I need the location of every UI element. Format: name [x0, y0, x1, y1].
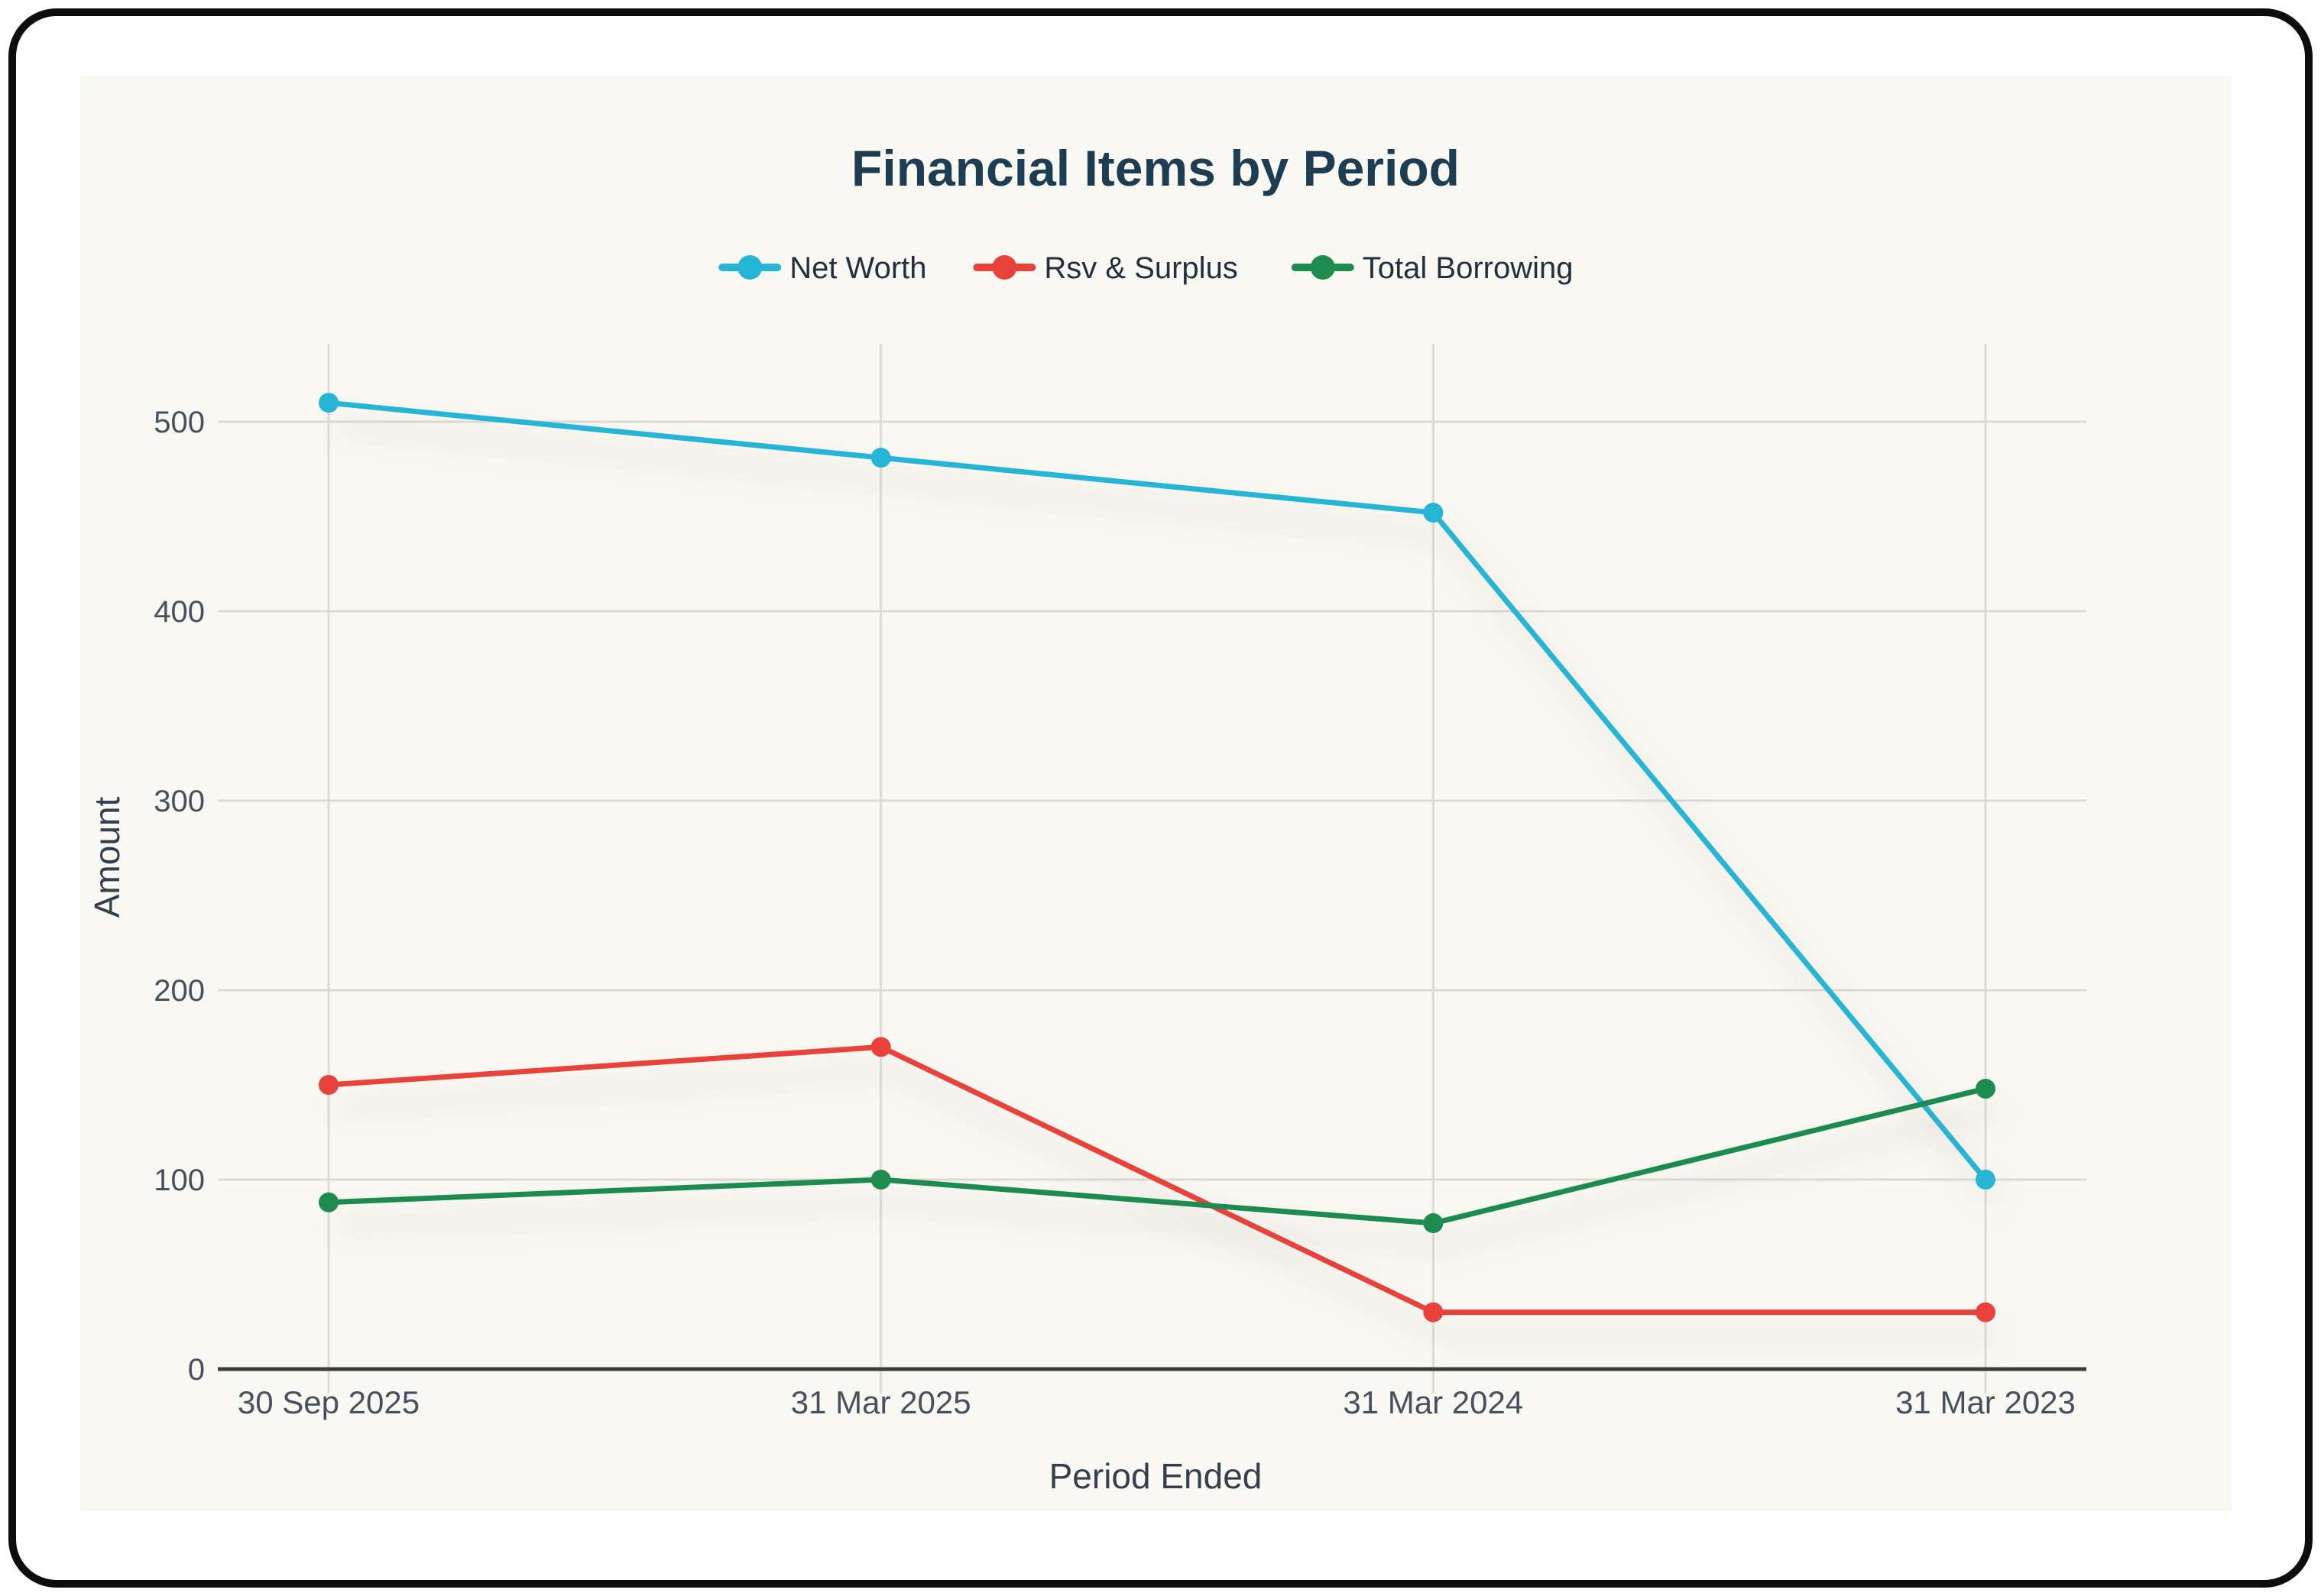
x-tick-label: 31 Mar 2023 [1895, 1384, 2076, 1420]
data-point[interactable] [870, 1170, 891, 1190]
legend-item-rsv-surplus[interactable]: Rsv & Surplus [973, 251, 1238, 285]
data-point[interactable] [1976, 1170, 1995, 1190]
y-tick-label: 200 [154, 974, 205, 1008]
legend-item-total-borrowing[interactable]: Total Borrowing [1291, 251, 1574, 285]
x-tick-label: 31 Mar 2025 [791, 1384, 971, 1420]
legend-label: Rsv & Surplus [1044, 251, 1237, 285]
legend: Net Worth Rsv & Surplus Total Borrowing [718, 251, 1574, 285]
series-rsv-surplus [319, 1037, 1995, 1322]
data-point[interactable] [319, 1075, 339, 1095]
screen-border [8, 8, 2313, 1588]
data-point[interactable] [319, 393, 339, 413]
y-tick-label: 400 [154, 595, 205, 629]
legend-label: Net Worth [789, 251, 926, 285]
data-point[interactable] [870, 448, 891, 468]
y-tick-label: 500 [154, 406, 205, 439]
x-axis-title: Period Ended [1049, 1456, 1263, 1496]
series-total-borrowing [319, 1078, 1995, 1234]
data-point[interactable] [319, 1192, 339, 1212]
legend-item-net-worth[interactable]: Net Worth [718, 251, 927, 285]
x-axis-tick-labels: 30 Sep 2025 31 Mar 2025 31 Mar 2024 31 Mar … [238, 1384, 2076, 1420]
y-axis-tick-labels: 0 100 200 300 400 500 [154, 406, 205, 1387]
series-line [326, 1044, 1989, 1316]
legend-marker-dot [1310, 255, 1335, 280]
series-layer [319, 393, 1995, 1322]
data-point[interactable] [870, 1037, 891, 1057]
legend-marker-dot [737, 255, 763, 280]
x-tick-label: 31 Mar 2024 [1343, 1384, 1523, 1420]
y-tick-label: 0 [188, 1353, 205, 1387]
data-point[interactable] [1423, 1213, 1444, 1234]
chart-title: Financial Items by Period [851, 140, 1460, 196]
series-net-worth [319, 393, 1995, 1190]
y-tick-label: 300 [154, 785, 205, 818]
series-line [326, 1086, 1989, 1226]
series-line [326, 400, 1989, 1183]
legend-label: Total Borrowing [1363, 251, 1574, 285]
legend-marker-dot [992, 255, 1017, 280]
data-point[interactable] [1976, 1078, 1995, 1099]
chart-card [80, 76, 2232, 1511]
y-axis-title: Amount [87, 797, 127, 918]
data-point[interactable] [1423, 1302, 1444, 1322]
y-tick-label: 100 [154, 1164, 205, 1197]
data-point[interactable] [1423, 503, 1444, 523]
x-tick-label: 30 Sep 2025 [238, 1384, 420, 1420]
data-point[interactable] [1976, 1302, 1995, 1322]
